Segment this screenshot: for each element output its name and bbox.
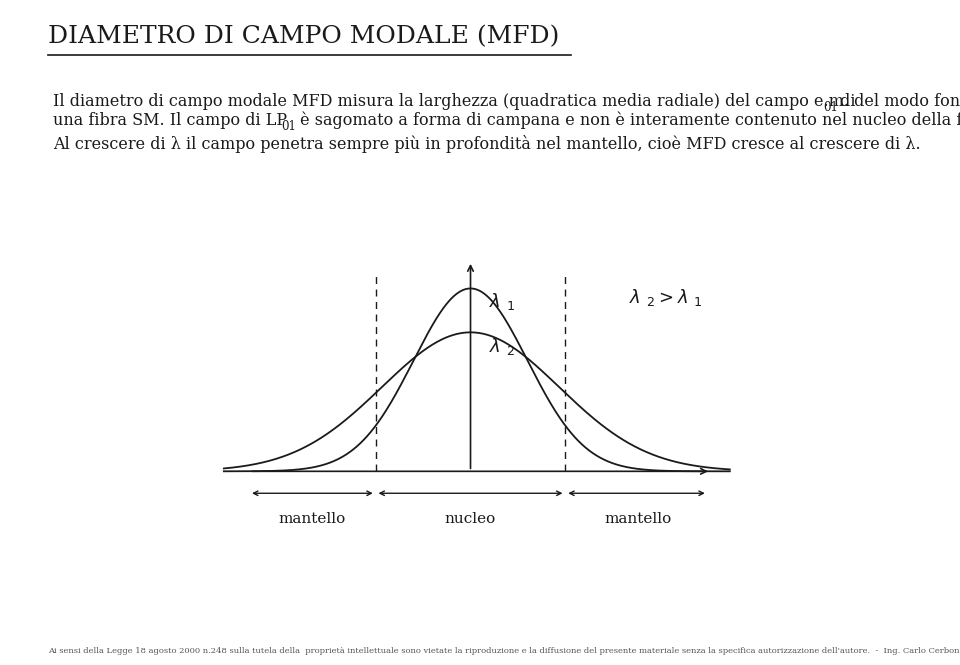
Text: 01: 01 <box>281 120 296 133</box>
Text: nucleo: nucleo <box>444 511 496 525</box>
Text: mantello: mantello <box>605 511 672 525</box>
Text: DIAMETRO DI CAMPO MODALE (MFD): DIAMETRO DI CAMPO MODALE (MFD) <box>48 25 560 49</box>
Text: Il diametro di campo modale MFD misura la larghezza (quadratica media radiale) d: Il diametro di campo modale MFD misura l… <box>53 93 960 110</box>
Text: una fibra SM. Il campo di LP: una fibra SM. Il campo di LP <box>53 112 287 129</box>
Text: $\lambda\ _2 > \lambda\ _1$: $\lambda\ _2 > \lambda\ _1$ <box>629 287 703 308</box>
Text: Al crescere di λ il campo penetra sempre più in profondità nel mantello, cioè MF: Al crescere di λ il campo penetra sempre… <box>53 135 921 153</box>
Text: $\lambda\ _2$: $\lambda\ _2$ <box>490 336 516 358</box>
Text: $\lambda\ _1$: $\lambda\ _1$ <box>490 291 516 312</box>
Text: Ai sensi della Legge 18 agosto 2000 n.248 sulla tutela della  proprietà intellet: Ai sensi della Legge 18 agosto 2000 n.24… <box>48 647 960 655</box>
Text: è sagomato a forma di campana e non è interamente contenuto nel nucleo della fib: è sagomato a forma di campana e non è in… <box>295 112 960 129</box>
Text: 01: 01 <box>824 101 838 114</box>
Text: mantello: mantello <box>278 511 346 525</box>
Text: di: di <box>835 93 855 110</box>
